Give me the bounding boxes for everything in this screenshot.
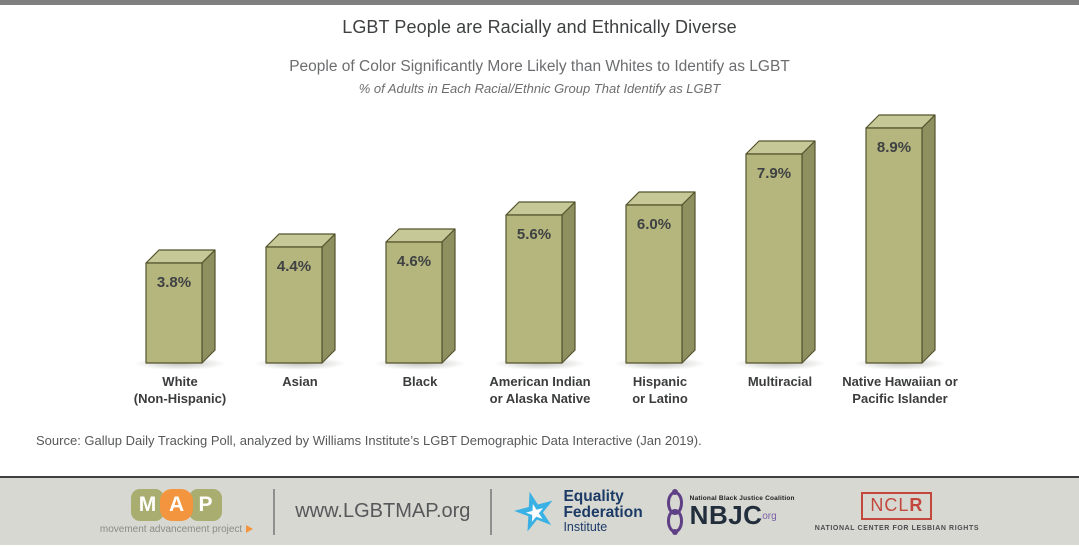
footer-divider [273, 488, 276, 535]
bar-column: 5.6% [480, 110, 600, 370]
category-label: Native Hawaiian or Pacific Islander [842, 374, 958, 406]
map-logo-caption: movement advancement project [99, 523, 254, 535]
bar-value-label: 4.6% [396, 253, 430, 270]
chart-columns: 3.8% 4.4% 4.6% 5.6% 6.0% 7.9% 8.9% [120, 110, 960, 370]
bar-column: 4.6% [360, 110, 480, 370]
footer-divider [490, 488, 493, 535]
category-label: White (Non-Hispanic) [133, 374, 227, 406]
nbjc-text: National Black Justice Coalition NBJC .o… [690, 495, 795, 528]
map-badge-m: M [131, 488, 165, 521]
bar-3d: 3.8% [144, 249, 216, 364]
arrow-right-icon [246, 525, 254, 533]
nbjc-logo: National Black Justice Coalition NBJC .o… [663, 488, 795, 536]
bar-column: 4.4% [240, 110, 360, 370]
bar-3d: 4.4% [264, 233, 336, 364]
category-label: Asian [282, 374, 318, 389]
bar-column: 7.9% [720, 110, 840, 370]
website-link[interactable]: www.LGBTMAP.org [295, 500, 471, 522]
nclr-acronym-regular: NCL [870, 494, 910, 515]
bar-3d: 5.6% [504, 201, 576, 364]
chart-axis-note: % of Adults in Each Racial/Ethnic Group … [358, 81, 721, 96]
bar-3d: 6.0% [624, 191, 696, 364]
footer: M A P movement advancement project www.L… [0, 476, 1079, 545]
category-label: Black [402, 374, 438, 389]
page-title: LGBT People are Racially and Ethnically … [342, 17, 737, 37]
ef-line2: Federation [563, 504, 643, 521]
nclr-box: NCLR [861, 491, 933, 520]
category-label: American Indian or Alaska Native [489, 374, 591, 406]
chart-labels: White (Non-Hispanic) Asian Black American In… [120, 374, 960, 407]
nbjc-acronym: NBJC [689, 500, 763, 530]
bar-3d: 4.6% [384, 228, 456, 364]
bar-value-label: 3.8% [156, 274, 190, 291]
map-badge-p: P [189, 488, 223, 521]
category-label: Hispanic or Latino [632, 374, 688, 406]
nbjc-org-suffix: .org [759, 511, 777, 522]
bar-3d: 7.9% [744, 140, 816, 364]
bar-column: 8.9% [840, 110, 960, 370]
bar-column: 3.8% [120, 110, 240, 370]
bar-value-label: 8.9% [876, 139, 910, 156]
ef-line3: Institute [563, 520, 608, 535]
bar-value-label: 6.0% [636, 216, 670, 233]
map-badge-a: A [160, 488, 194, 521]
bar-3d: 8.9% [864, 114, 936, 364]
nbjc-small-text: National Black Justice Coalition [689, 495, 795, 502]
chain-icon [666, 488, 683, 535]
top-accent-bar [0, 0, 1079, 5]
bar-value-label: 7.9% [756, 165, 790, 182]
map-caption-text: movement advancement project [99, 523, 243, 535]
equality-federation-logo: Equality Federation Institute [512, 487, 643, 535]
category-label: Multiracial [747, 374, 813, 389]
nclr-caption: NATIONAL CENTER FOR LESBIAN RIGHTS [814, 524, 980, 532]
equality-federation-text: Equality Federation Institute [563, 487, 643, 535]
star-icon [514, 491, 553, 532]
source-note: Source: Gallup Daily Tracking Poll, anal… [36, 433, 702, 448]
map-logo: M A P movement advancement project [99, 488, 254, 535]
chart-subtitle: People of Color Significantly More Likel… [289, 58, 790, 75]
nbjc-main-row: NBJC .org [690, 502, 795, 528]
ef-line1: Equality [563, 487, 624, 505]
map-logo-badges: M A P [131, 488, 223, 521]
footer-inner: M A P movement advancement project www.L… [0, 478, 1079, 545]
bar-column: 6.0% [600, 110, 720, 370]
bar-value-label: 5.6% [516, 226, 550, 243]
bar-value-label: 4.4% [276, 258, 310, 275]
nclr-logo: NCLR NATIONAL CENTER FOR LESBIAN RIGHTS [814, 491, 980, 532]
nclr-acronym-bold: R [909, 494, 924, 515]
